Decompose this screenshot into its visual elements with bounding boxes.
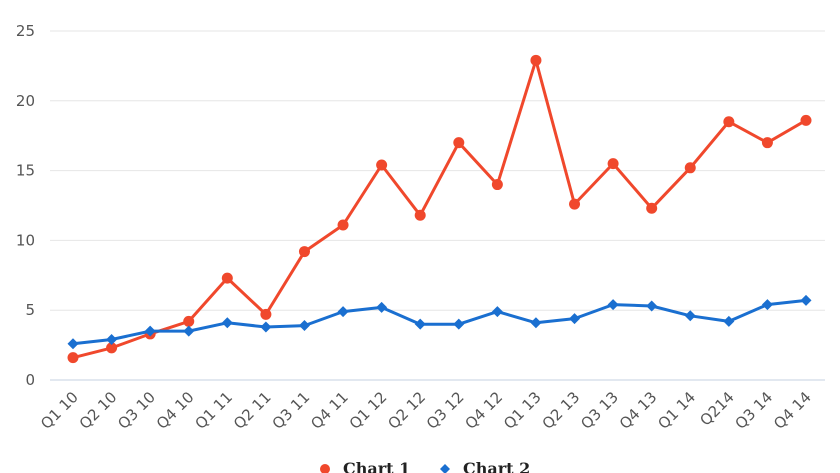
- data-point[interactable]: [221, 317, 233, 329]
- y-tick-label: 15: [16, 162, 35, 180]
- data-point[interactable]: [298, 246, 310, 258]
- x-tick-label: Q4 13: [616, 388, 661, 433]
- legend-item[interactable]: Chart 2: [440, 459, 530, 473]
- data-point[interactable]: [453, 137, 465, 149]
- data-point[interactable]: [491, 306, 503, 318]
- data-point[interactable]: [376, 159, 388, 171]
- legend: Chart 1 Chart 2: [320, 459, 530, 473]
- x-tick-label: Q2 11: [230, 388, 275, 433]
- y-tick-label: 20: [16, 92, 35, 110]
- x-tick-label: Q4 10: [153, 388, 198, 433]
- series-line: [71, 298, 808, 346]
- y-axis: 0 5 10 15 20 25: [16, 22, 35, 389]
- legend-marker: [320, 464, 330, 473]
- data-point[interactable]: [530, 54, 542, 66]
- x-tick-label: Q2 10: [76, 388, 121, 433]
- x-tick-label: Q214: [696, 388, 737, 429]
- data-point[interactable]: [337, 219, 349, 231]
- data-point[interactable]: [106, 342, 118, 354]
- x-tick-label: Q2 12: [384, 388, 429, 433]
- data-point[interactable]: [646, 300, 658, 312]
- x-tick-label: Q2 13: [539, 388, 584, 433]
- data-point[interactable]: [221, 272, 233, 284]
- data-point[interactable]: [723, 116, 735, 128]
- data-point[interactable]: [530, 317, 542, 329]
- data-point[interactable]: [607, 158, 619, 170]
- data-point[interactable]: [376, 301, 388, 313]
- data-point[interactable]: [684, 310, 696, 322]
- data-point[interactable]: [569, 313, 581, 325]
- legend-item[interactable]: Chart 1: [320, 459, 410, 473]
- data-point[interactable]: [298, 320, 310, 332]
- data-point[interactable]: [260, 321, 272, 333]
- data-point[interactable]: [67, 338, 79, 350]
- data-point[interactable]: [800, 294, 812, 306]
- x-tick-label: Q3 10: [114, 388, 159, 433]
- data-point[interactable]: [414, 318, 426, 330]
- x-tick-label: Q4 11: [307, 388, 352, 433]
- series-group: [67, 54, 812, 364]
- x-tick-label: Q3 14: [732, 388, 777, 433]
- data-point[interactable]: [67, 352, 79, 364]
- x-tick-label: Q1 11: [191, 388, 236, 433]
- data-point[interactable]: [684, 162, 696, 174]
- gridlines: [50, 30, 825, 381]
- data-point[interactable]: [607, 299, 619, 311]
- data-point[interactable]: [144, 325, 156, 337]
- data-point[interactable]: [337, 306, 349, 318]
- y-tick-label: 25: [16, 22, 35, 40]
- x-tick-label: Q1 13: [500, 388, 545, 433]
- x-tick-label: Q4 14: [770, 388, 815, 433]
- series-line: [71, 58, 808, 360]
- legend-label: Chart 1: [343, 459, 410, 473]
- data-point[interactable]: [414, 209, 426, 221]
- data-point[interactable]: [453, 318, 465, 330]
- y-tick-label: 0: [25, 371, 35, 389]
- x-tick-label: Q1 10: [37, 388, 82, 433]
- legend-marker: [440, 464, 450, 473]
- legend-label: Chart 2: [463, 459, 530, 473]
- data-point[interactable]: [646, 202, 658, 214]
- data-point[interactable]: [260, 308, 272, 320]
- data-point[interactable]: [491, 179, 503, 191]
- y-tick-label: 5: [25, 301, 35, 319]
- data-point[interactable]: [800, 114, 812, 126]
- x-tick-label: Q3 11: [269, 388, 314, 433]
- data-point[interactable]: [761, 137, 773, 149]
- data-point[interactable]: [183, 325, 195, 337]
- data-point[interactable]: [106, 334, 118, 346]
- x-tick-label: Q1 12: [346, 388, 391, 433]
- series-2: [67, 294, 812, 350]
- y-tick-label: 10: [16, 231, 35, 249]
- x-tick-label: Q4 12: [461, 388, 506, 433]
- x-tick-label: Q1 14: [654, 388, 699, 433]
- x-tick-label: Q3 12: [423, 388, 468, 433]
- data-point[interactable]: [723, 315, 735, 327]
- data-point[interactable]: [761, 299, 773, 311]
- data-point[interactable]: [569, 198, 581, 210]
- data-point[interactable]: [183, 315, 195, 327]
- x-tick-label: Q3 13: [577, 388, 622, 433]
